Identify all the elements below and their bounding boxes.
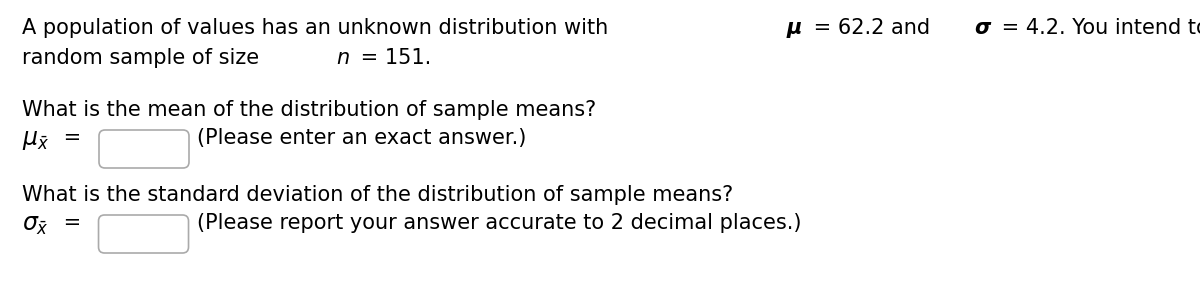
Text: = 151.: = 151. xyxy=(354,48,431,68)
FancyBboxPatch shape xyxy=(98,130,188,168)
Text: = 62.2 and: = 62.2 and xyxy=(806,18,936,38)
Text: $\sigma_{\bar{x}}$: $\sigma_{\bar{x}}$ xyxy=(22,213,49,237)
Text: What is the standard deviation of the distribution of sample means?: What is the standard deviation of the di… xyxy=(22,185,733,205)
Text: =: = xyxy=(58,128,88,148)
Text: (Please enter an exact answer.): (Please enter an exact answer.) xyxy=(197,128,527,148)
Text: μ: μ xyxy=(787,18,803,38)
Text: σ: σ xyxy=(974,18,990,38)
Text: =: = xyxy=(56,213,88,233)
Text: (Please report your answer accurate to 2 decimal places.): (Please report your answer accurate to 2… xyxy=(197,213,802,233)
FancyBboxPatch shape xyxy=(98,215,188,253)
Text: $\mu_{\bar{x}}$: $\mu_{\bar{x}}$ xyxy=(22,128,49,152)
Text: n: n xyxy=(336,48,349,68)
Text: What is the mean of the distribution of sample means?: What is the mean of the distribution of … xyxy=(22,100,596,120)
Text: random sample of size: random sample of size xyxy=(22,48,265,68)
Text: A population of values has an unknown distribution with: A population of values has an unknown di… xyxy=(22,18,614,38)
Text: = 4.2. You intend to draw a: = 4.2. You intend to draw a xyxy=(995,18,1200,38)
